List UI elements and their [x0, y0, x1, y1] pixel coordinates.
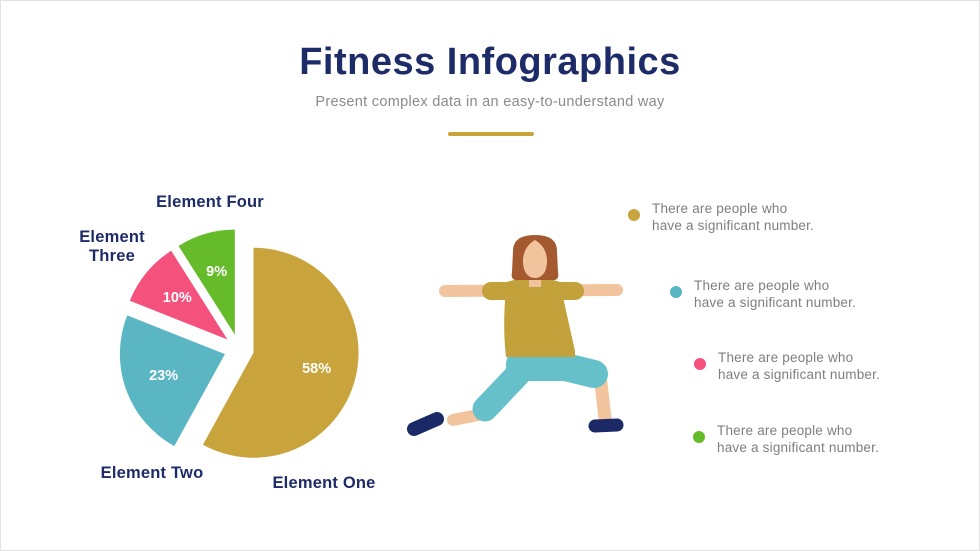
legend-item-text: There are people who have a significant … [694, 278, 857, 310]
pie-slice-element-three [129, 250, 228, 340]
pie-label-element-four: Element Four [156, 193, 264, 211]
figure-torso [504, 278, 575, 357]
legend-item-text: There are people who have a significant … [652, 201, 815, 233]
legend-item: There are people who have a significant … [693, 422, 879, 456]
figure-front-shoe [588, 418, 624, 433]
legend-item-text: There are people who have a significant … [717, 423, 880, 455]
pie-label-element-three: Element Three [79, 228, 145, 265]
legend-item-text: There are people who have a significant … [718, 350, 881, 382]
legend-dot-pink [694, 358, 706, 370]
legend-dot-green [693, 431, 705, 443]
pie-slice-element-one [202, 247, 359, 458]
legend-item: There are people who have a significant … [694, 349, 880, 383]
title-divider [448, 132, 534, 136]
pie-slice-element-four [178, 229, 235, 335]
pie-value-label-element-one: 58% [302, 361, 331, 377]
figure-back-shoe [407, 412, 444, 436]
legend-item: There are people who have a significant … [670, 277, 856, 311]
header: Fitness Infographics Present complex dat… [1, 1, 979, 111]
page-title: Fitness Infographics [299, 41, 681, 83]
woman-yoga-illustration [407, 235, 624, 436]
pie-chart: 58% 23% 10% 9% [119, 229, 359, 458]
legend-item: There are people who have a significant … [628, 200, 814, 234]
pie-value-label-element-two: 23% [149, 368, 178, 384]
legend-dot-gold [628, 209, 640, 221]
pie-value-label-element-three: 10% [163, 290, 192, 306]
page-subtitle: Present complex data in an easy-to-under… [315, 94, 665, 110]
pie-label-element-one: Element One [272, 474, 376, 492]
figure-face [523, 240, 547, 278]
legend-dot-teal [670, 286, 682, 298]
pie-slice-element-two [119, 315, 225, 447]
pie-label-element-two: Element Two [100, 464, 204, 482]
pie-value-label-element-four: 9% [206, 264, 227, 280]
